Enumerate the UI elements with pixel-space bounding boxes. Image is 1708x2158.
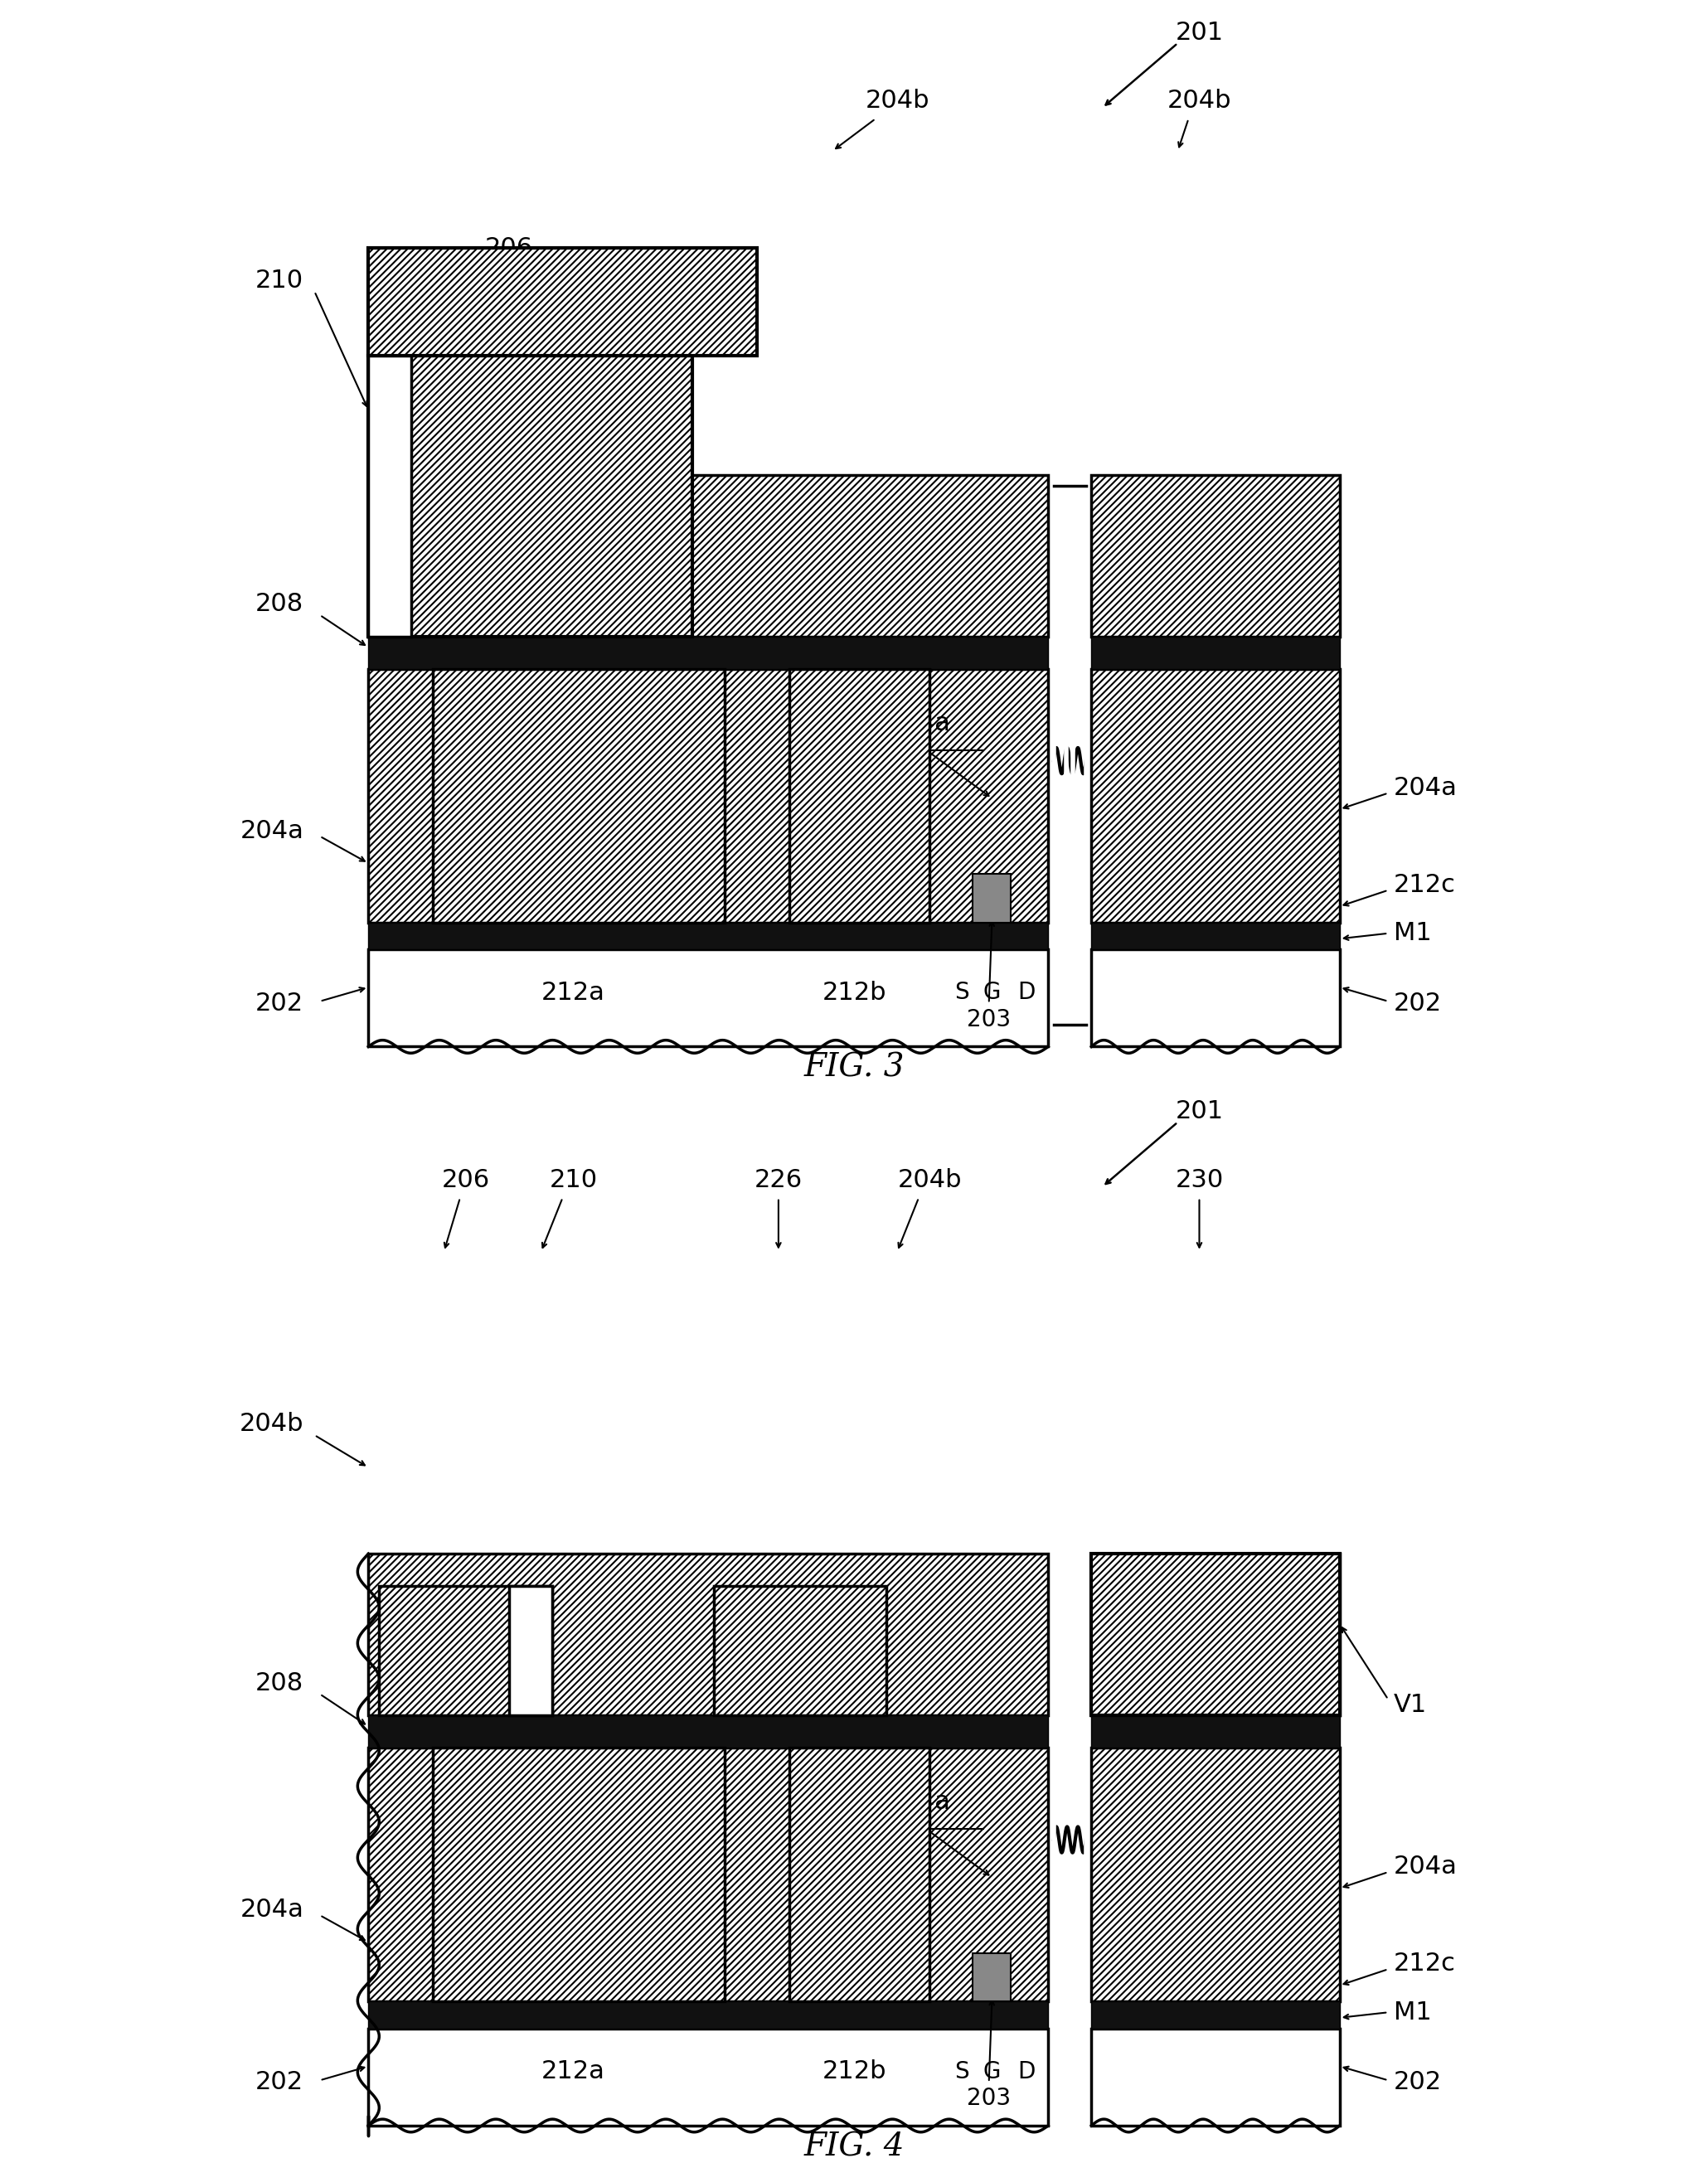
Bar xyxy=(789,1748,929,2003)
Bar xyxy=(1091,2029,1339,2126)
Bar xyxy=(972,874,1011,924)
Bar xyxy=(1091,1716,1339,1748)
Text: 204a: 204a xyxy=(886,1789,951,1815)
Text: 210: 210 xyxy=(256,268,304,293)
Bar xyxy=(1091,637,1339,669)
Text: 208: 208 xyxy=(256,1670,304,1696)
Text: 204a: 204a xyxy=(1394,775,1457,801)
Text: 212b: 212b xyxy=(822,2059,886,2085)
Text: 204b: 204b xyxy=(239,1411,304,1437)
Bar xyxy=(369,1554,1049,1716)
Text: 203: 203 xyxy=(967,2087,1011,2111)
Text: D: D xyxy=(1018,2061,1035,2082)
Bar xyxy=(714,1586,886,1716)
Text: 206: 206 xyxy=(485,235,533,261)
Text: 202: 202 xyxy=(256,991,304,1016)
Text: 202: 202 xyxy=(1394,991,1442,1016)
Text: S: S xyxy=(955,982,968,1003)
Bar xyxy=(369,356,692,637)
Bar xyxy=(369,1748,1049,2003)
Text: 204a: 204a xyxy=(239,818,304,844)
Text: 202: 202 xyxy=(1394,2070,1442,2095)
Bar xyxy=(369,356,412,637)
Bar xyxy=(369,637,1049,669)
Text: D: D xyxy=(1018,982,1035,1003)
Text: 204b: 204b xyxy=(864,88,929,112)
Text: G: G xyxy=(984,2061,1001,2082)
Text: 212a: 212a xyxy=(541,980,605,1006)
Bar xyxy=(434,669,724,924)
Bar xyxy=(509,1586,552,1716)
Text: 230: 230 xyxy=(1175,1167,1223,1191)
Text: 201: 201 xyxy=(1175,19,1223,45)
Text: 206: 206 xyxy=(441,1167,490,1191)
Bar xyxy=(1091,2003,1339,2029)
Text: 212b: 212b xyxy=(822,980,886,1006)
Bar xyxy=(434,1748,724,2003)
Bar xyxy=(1091,950,1339,1047)
Text: 204a: 204a xyxy=(239,1897,304,1923)
Bar xyxy=(369,669,1049,924)
Text: 202: 202 xyxy=(256,2070,304,2095)
Text: G: G xyxy=(984,982,1001,1003)
Text: 210: 210 xyxy=(550,1167,598,1191)
Text: 204a: 204a xyxy=(886,710,951,736)
Text: 212c: 212c xyxy=(1394,872,1455,898)
Text: 226: 226 xyxy=(755,1167,803,1191)
Bar xyxy=(1091,475,1339,637)
Text: 203: 203 xyxy=(967,1008,1011,1032)
Bar xyxy=(369,1716,1049,1748)
Text: 204b: 204b xyxy=(897,1167,962,1191)
Text: S: S xyxy=(955,2061,968,2082)
Bar xyxy=(972,1953,1011,2003)
Text: M1: M1 xyxy=(1394,921,1431,945)
Bar xyxy=(789,669,929,924)
Bar xyxy=(1091,924,1339,950)
Bar xyxy=(369,924,1049,950)
Text: 212c: 212c xyxy=(1394,1951,1455,1977)
Bar xyxy=(369,2029,1049,2126)
Text: V1: V1 xyxy=(1394,1692,1426,1718)
Text: 201: 201 xyxy=(1175,1098,1223,1124)
Bar xyxy=(369,2003,1049,2029)
Bar xyxy=(369,475,1049,637)
Text: M1: M1 xyxy=(1394,2000,1431,2024)
Bar xyxy=(1091,1748,1339,2003)
Text: 212a: 212a xyxy=(541,2059,605,2085)
Bar xyxy=(1091,669,1339,924)
Bar xyxy=(1091,1554,1339,1716)
Bar xyxy=(369,248,757,356)
Bar xyxy=(369,950,1049,1047)
Text: FIG. 3: FIG. 3 xyxy=(804,1053,904,1083)
Text: 204b: 204b xyxy=(1167,88,1231,112)
Text: 204a: 204a xyxy=(1394,1854,1457,1880)
Bar xyxy=(1091,1554,1339,1716)
Bar xyxy=(379,1586,552,1716)
Text: 208: 208 xyxy=(256,591,304,617)
Text: FIG. 4: FIG. 4 xyxy=(804,2132,904,2158)
